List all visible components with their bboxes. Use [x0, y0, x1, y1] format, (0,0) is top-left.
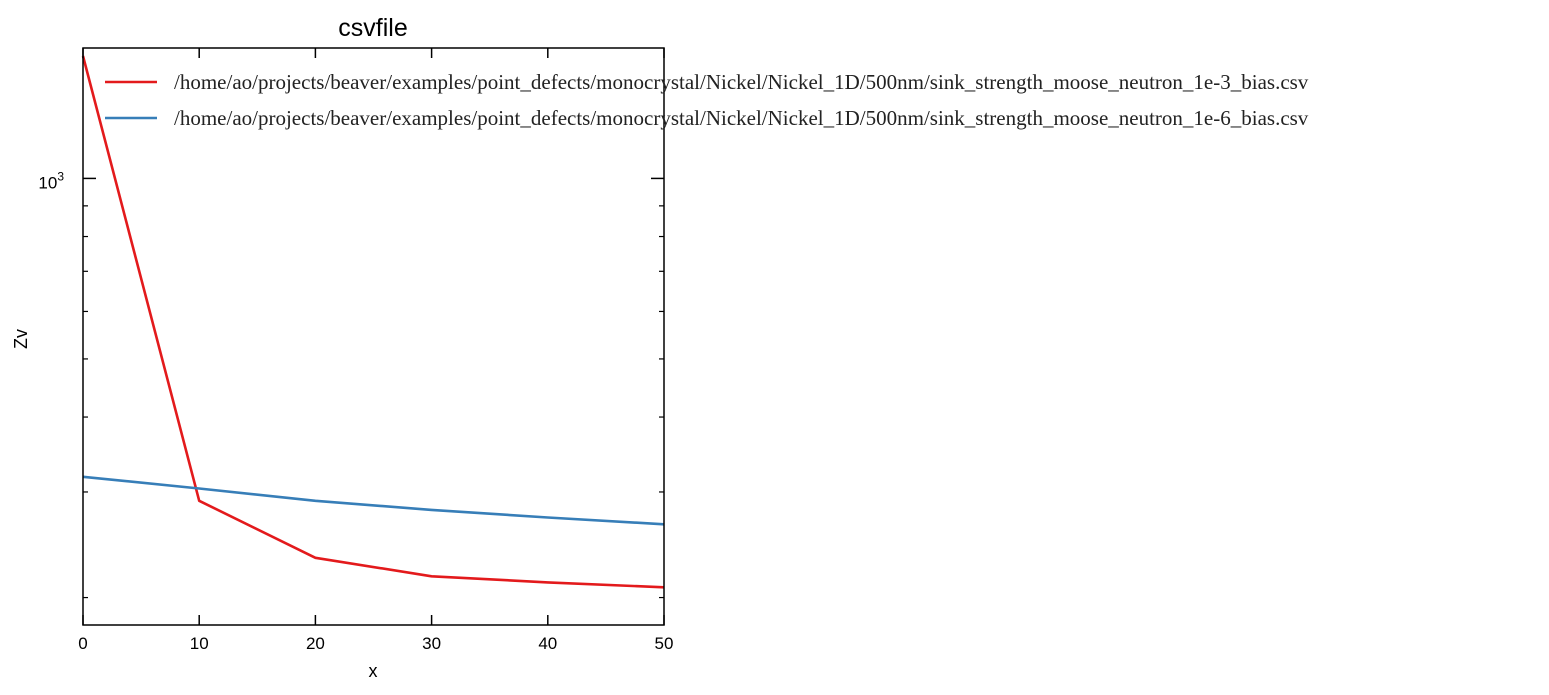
- x-tick-label: 0: [78, 634, 87, 653]
- x-tick-label: 10: [190, 634, 209, 653]
- legend-label-1: /home/ao/projects/beaver/examples/point_…: [174, 70, 1309, 94]
- plot-area-frame: [82, 47, 665, 626]
- x-tick-label: 40: [538, 634, 557, 653]
- x-tick-label: 30: [422, 634, 441, 653]
- series-line-1: [81, 55, 665, 589]
- x-tick-label: 20: [306, 634, 325, 653]
- y-tick-label: 103: [38, 169, 64, 192]
- x-axis-label: x: [369, 661, 378, 681]
- legend: /home/ao/projects/beaver/examples/point_…: [105, 70, 1309, 130]
- x-tick-label: 50: [655, 634, 674, 653]
- chart-title: csvfile: [338, 14, 407, 42]
- legend-label-2: /home/ao/projects/beaver/examples/point_…: [174, 106, 1309, 130]
- series-line-2: [82, 475, 665, 526]
- y-axis-label: Zv: [11, 329, 31, 349]
